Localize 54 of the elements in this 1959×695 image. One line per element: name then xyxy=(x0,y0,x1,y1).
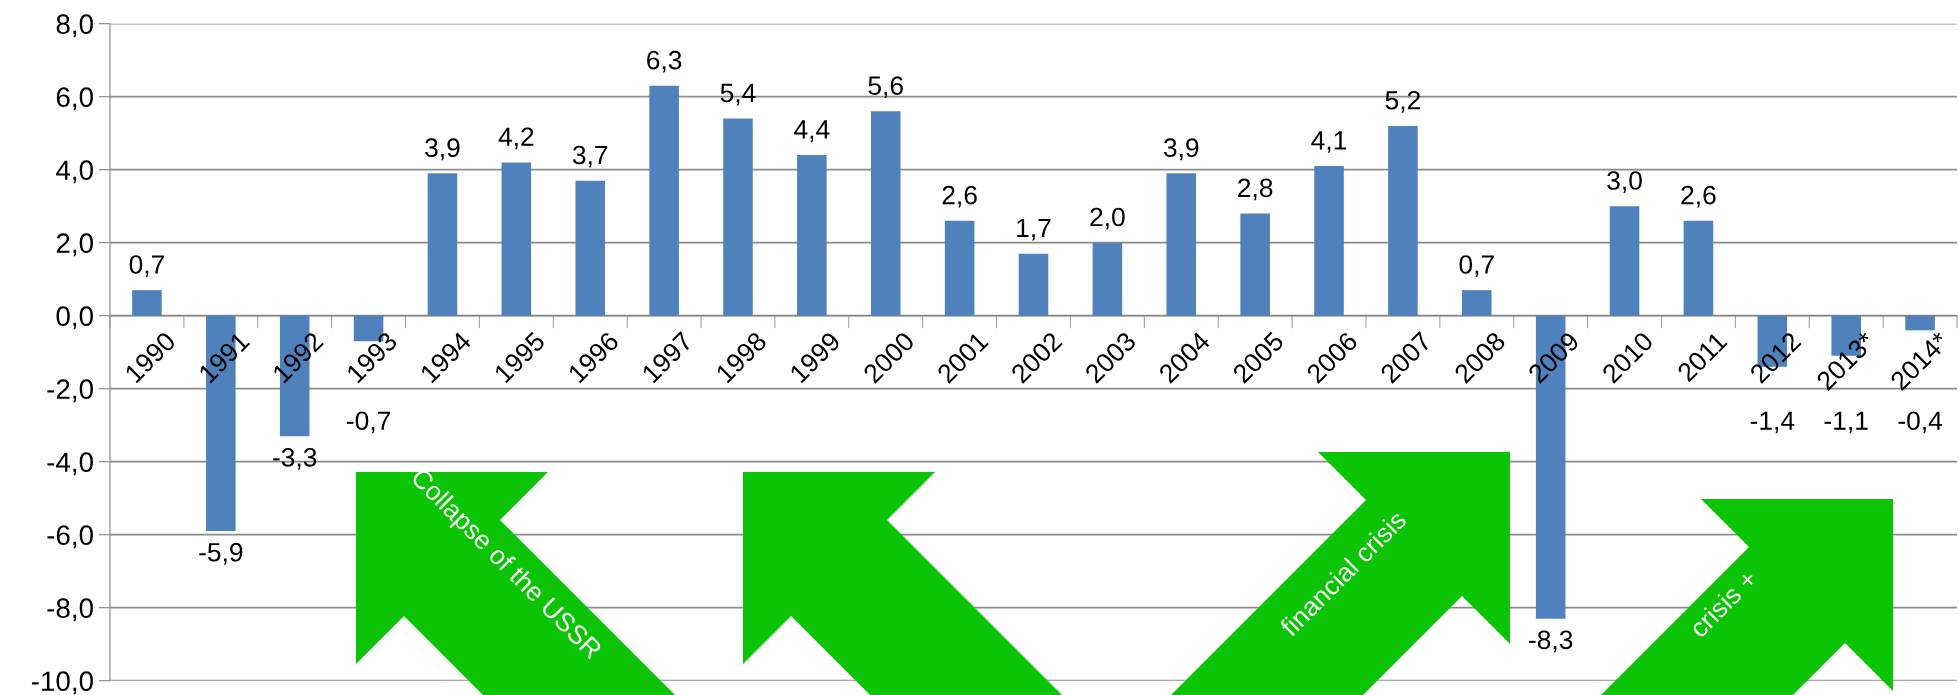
data-label: 2,6 xyxy=(1681,185,1716,208)
y-tick-label: -6,0 xyxy=(47,525,93,549)
y-tick-label: 0,0 xyxy=(56,306,93,330)
data-label: 3,7 xyxy=(572,145,608,168)
bar xyxy=(1905,315,1935,331)
bar xyxy=(1609,206,1640,316)
bar xyxy=(797,155,827,316)
bar xyxy=(649,85,679,316)
bar xyxy=(132,290,162,316)
data-label: 2,6 xyxy=(942,185,977,208)
data-label: 5,4 xyxy=(720,83,756,106)
data-label: -3,3 xyxy=(273,447,317,470)
y-tick-label: 2,0 xyxy=(56,233,93,257)
data-label: 0,7 xyxy=(1459,255,1494,277)
bar xyxy=(1092,242,1123,316)
bar xyxy=(1388,125,1418,316)
bar xyxy=(723,118,753,316)
data-label: -5,9 xyxy=(199,542,243,565)
bar xyxy=(1462,290,1492,316)
data-label: 5,2 xyxy=(1385,90,1420,113)
data-label: 6,3 xyxy=(647,50,682,73)
data-label: 5,6 xyxy=(868,76,903,99)
bar xyxy=(1018,253,1049,316)
data-label: 4,1 xyxy=(1311,131,1347,153)
data-label: -0,4 xyxy=(1898,411,1943,434)
data-label: 3,0 xyxy=(1607,171,1642,193)
data-label: 2,0 xyxy=(1090,207,1125,230)
data-label: 4,2 xyxy=(498,127,534,150)
bar xyxy=(944,220,975,316)
y-tick-label: -10,0 xyxy=(31,671,93,695)
bar xyxy=(1166,173,1197,316)
data-label: -0,7 xyxy=(347,411,390,434)
data-label: 4,4 xyxy=(794,120,830,142)
bar xyxy=(1683,220,1714,316)
data-label: -8,3 xyxy=(1529,630,1573,653)
y-tick-label: -2,0 xyxy=(47,379,93,403)
bar xyxy=(501,162,532,316)
data-label: 1,7 xyxy=(1017,218,1051,241)
data-label: 3,9 xyxy=(1163,138,1199,161)
y-tick-label: 6,0 xyxy=(56,87,93,111)
data-label: 0,7 xyxy=(129,255,164,277)
data-label: 3,9 xyxy=(425,138,460,161)
bar xyxy=(1240,213,1270,316)
bar xyxy=(1314,166,1344,316)
bar xyxy=(870,111,901,316)
bar xyxy=(575,180,605,316)
y-tick-label: -8,0 xyxy=(47,598,93,622)
data-label: -1,4 xyxy=(1750,411,1795,434)
data-label: 2,8 xyxy=(1238,178,1273,201)
data-label: -1,1 xyxy=(1824,411,1868,434)
y-tick-label: -4,0 xyxy=(47,452,93,476)
y-tick-label: 8,0 xyxy=(56,14,93,38)
y-tick-label: 4,0 xyxy=(56,160,93,184)
bar xyxy=(427,173,458,316)
